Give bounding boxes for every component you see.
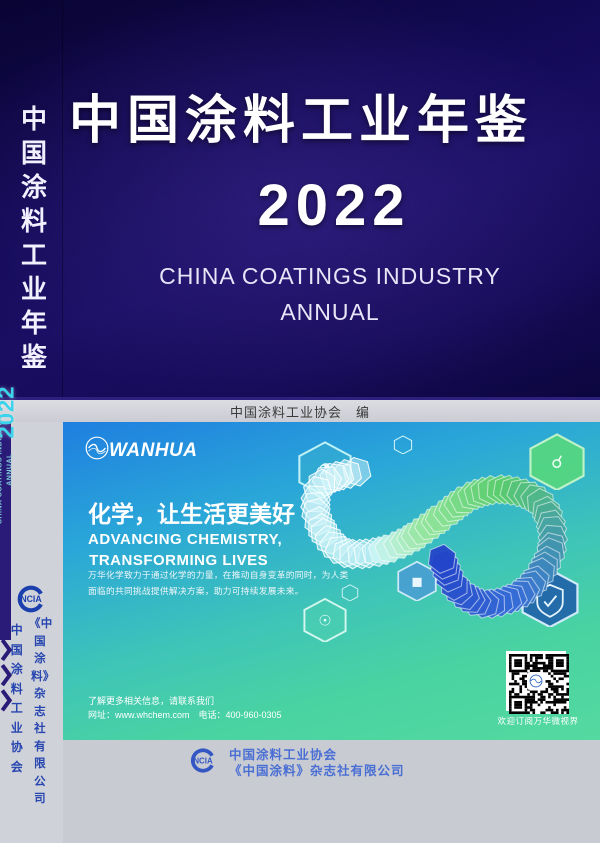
svg-text:NCIA: NCIA [193, 756, 213, 765]
svg-text:NCIA: NCIA [20, 594, 42, 604]
